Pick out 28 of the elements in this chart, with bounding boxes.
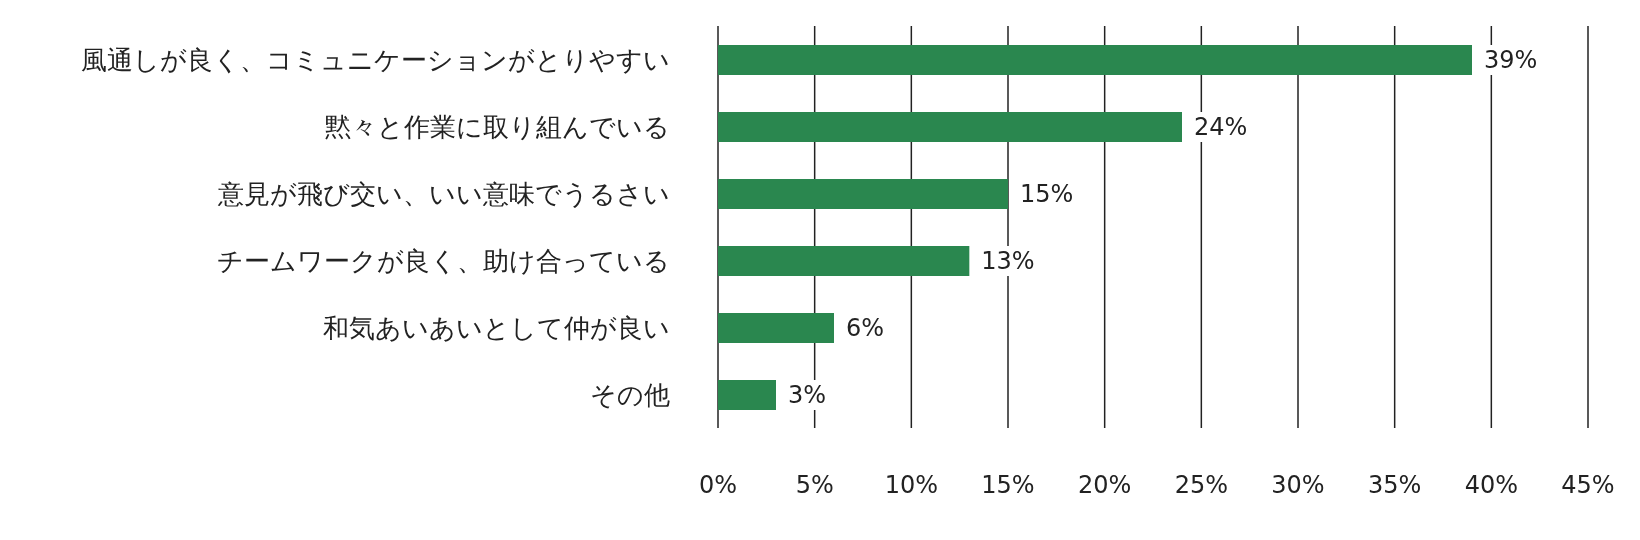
bar [718, 313, 834, 343]
x-tick-label: 5% [795, 471, 834, 500]
y-tick-label: 意見が飛び交い、いい意味でうるさい [217, 178, 670, 209]
bar [718, 179, 1008, 209]
data-label: 3% [788, 381, 827, 409]
x-tick-label: 10% [884, 471, 939, 500]
x-tick-label: 40% [1464, 471, 1519, 500]
y-tick-label: 黙々と作業に取り組んでいる [325, 111, 670, 142]
data-label: 13% [981, 247, 1035, 275]
x-tick-label: 30% [1271, 471, 1325, 500]
data-label: 15% [1020, 180, 1074, 208]
x-tick-label: 20% [1077, 471, 1132, 500]
bar [718, 246, 970, 276]
data-label: 39% [1484, 46, 1538, 74]
x-tick-label: 45% [1561, 471, 1615, 500]
x-tick-label: 15% [981, 471, 1035, 500]
data-label: 24% [1194, 113, 1248, 141]
bar [718, 380, 776, 410]
y-tick-label: チームワークが良く、助け合っている [217, 245, 670, 276]
bar [718, 112, 1182, 142]
y-tick-label: 和気あいあいとして仲が良い [323, 312, 670, 343]
y-tick-label: その他 [590, 379, 670, 410]
x-tick-label: 25% [1174, 471, 1229, 500]
x-tick-label: 35% [1367, 471, 1422, 500]
bar [718, 45, 1472, 75]
x-tick-label: 0% [698, 471, 738, 500]
data-label: 6% [846, 314, 885, 342]
y-tick-label: 風通しが良く、コミュニケーションがとりやすい [81, 44, 670, 75]
